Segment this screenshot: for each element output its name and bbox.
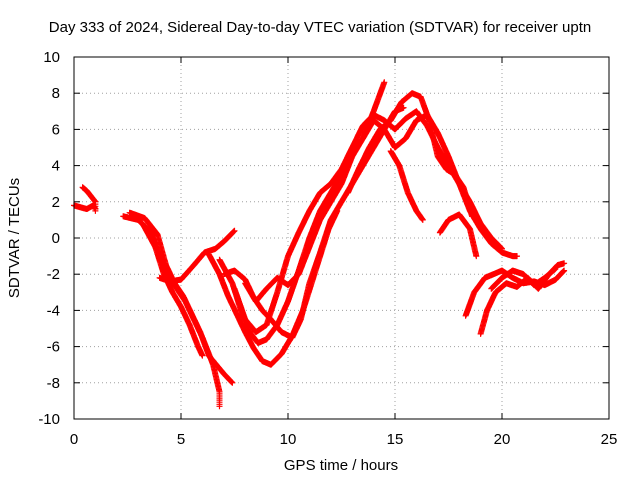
x-tick-label: 20 [494, 431, 511, 448]
y-tick-label: -2 [47, 266, 60, 283]
data-point [92, 207, 99, 214]
y-tick-label: -10 [38, 411, 60, 428]
y-tick-label: 2 [52, 194, 60, 211]
y-tick-label: 10 [43, 49, 60, 66]
y-tick-label: 6 [52, 121, 60, 138]
x-tick-label: 5 [177, 431, 185, 448]
x-tick-label: 0 [70, 431, 78, 448]
x-tick-label: 25 [601, 431, 618, 448]
y-tick-label: -8 [47, 375, 60, 392]
tick-labels: 0 5 10 15 20 25 -10 -8 -6 -4 -2 0 2 4 6 8 10 [38, 49, 617, 448]
chart-title: Day 333 of 2024, Sidereal Day-to-day VTE… [49, 19, 591, 36]
series-arc-4 [126, 209, 236, 386]
x-axis-label: GPS time / hours [284, 457, 398, 474]
series-arc-3 [120, 213, 223, 410]
series-arc-7 [205, 207, 341, 368]
x-tick-label: 15 [387, 431, 404, 448]
y-tick-label: 4 [52, 158, 60, 175]
y-tick-label: 0 [52, 230, 60, 247]
data-point [229, 379, 236, 386]
series-arc-2 [79, 184, 99, 214]
data-point [381, 79, 388, 86]
data-point [400, 104, 407, 111]
data-point [231, 227, 238, 234]
x-tick-label: 10 [280, 431, 297, 448]
series-arc-5 [139, 220, 206, 359]
y-tick-label: -4 [47, 302, 60, 319]
data-point [514, 253, 520, 260]
data-point [199, 352, 206, 359]
data-point [216, 403, 223, 410]
y-tick-label: -6 [47, 339, 60, 356]
y-axis-label: SDTVAR / TECUs [6, 178, 23, 298]
series-arc-6 [156, 227, 238, 285]
y-tick-label: 8 [52, 85, 60, 102]
series-arc-13 [387, 148, 426, 223]
series-layer [71, 79, 568, 410]
